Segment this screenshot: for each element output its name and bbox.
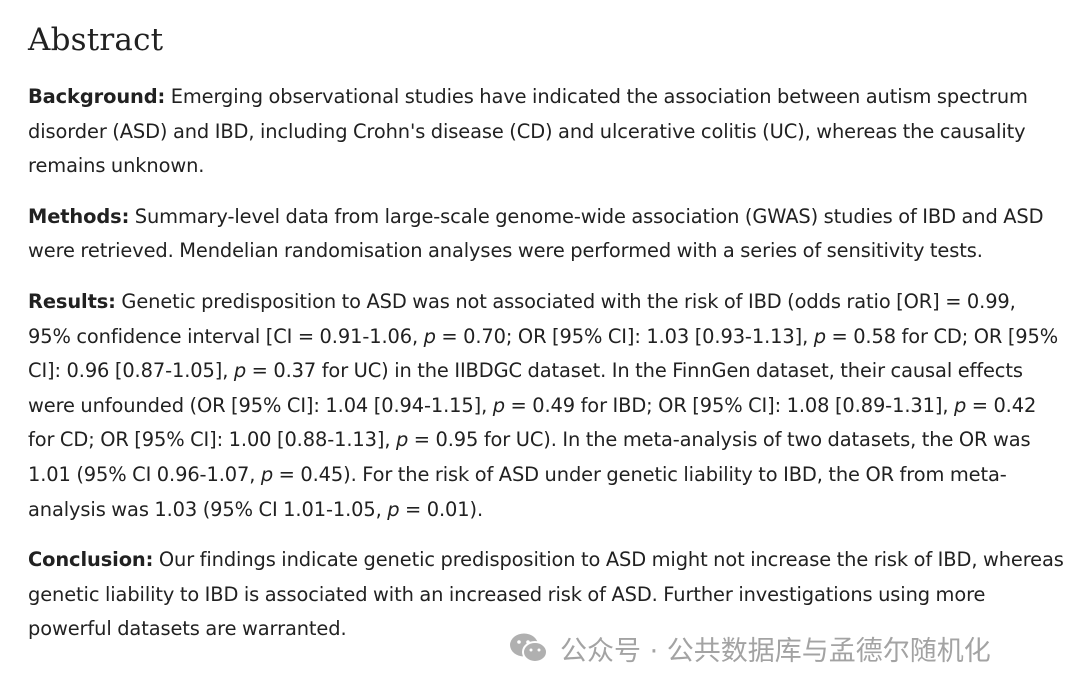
abstract-paragraph: Conclusion: Our findings indicate geneti…: [28, 543, 1064, 647]
section-text: = 0.70; OR [95% CI]: 1.03 [0.93-1.13],: [435, 324, 814, 348]
section-text: = 0.95 for UC). In the meta-analysis of …: [28, 428, 1031, 486]
abstract-paragraph: Results: Genetic predisposition to ASD w…: [28, 285, 1064, 527]
section-text: = 0.49 for IBD; OR [95% CI]: 1.08 [0.89-…: [504, 393, 954, 417]
p-value-symbol: p: [423, 324, 436, 348]
abstract-container: Abstract Background: Emerging observatio…: [28, 22, 1064, 663]
section-label: Methods:: [28, 204, 130, 228]
section-text: = 0.58 for CD; OR [95% CI]: 0.96 [0.87-1…: [28, 324, 1059, 383]
section-text: Our findings indicate genetic predisposi…: [28, 548, 1064, 641]
p-value-symbol: p: [387, 497, 400, 521]
section-text: = 0.01).: [399, 497, 484, 521]
p-value-symbol: p: [813, 324, 826, 348]
p-value-symbol: p: [233, 359, 247, 383]
section-label: Results:: [28, 289, 116, 313]
p-value-symbol: p: [260, 462, 274, 486]
abstract-heading: Abstract: [28, 22, 164, 58]
abstract-paragraph: Methods: Summary-level data from large-s…: [28, 200, 1064, 269]
section-text: = 0.42 for CD; OR [95% CI]: 1.00 [0.88-1…: [28, 393, 1037, 452]
abstract-paragraph: Background: Emerging observational studi…: [28, 80, 1064, 184]
abstract-sections: Background: Emerging observational studi…: [28, 80, 1064, 647]
section-text: Genetic predisposition to ASD was not as…: [28, 289, 1016, 348]
section-label: Conclusion:: [28, 548, 154, 572]
p-value-symbol: p: [492, 393, 505, 417]
section-text: = 0.37 for UC) in the IIBDGC dataset. In…: [28, 359, 1023, 417]
section-text: Summary-level data from large-scale geno…: [28, 204, 1044, 263]
p-value-symbol: p: [953, 393, 967, 417]
section-text: = 0.45). For the risk of ASD under genet…: [28, 462, 1007, 521]
section-text: Emerging observational studies have indi…: [28, 85, 1028, 178]
section-label: Background:: [28, 85, 166, 108]
p-value-symbol: p: [395, 428, 409, 452]
